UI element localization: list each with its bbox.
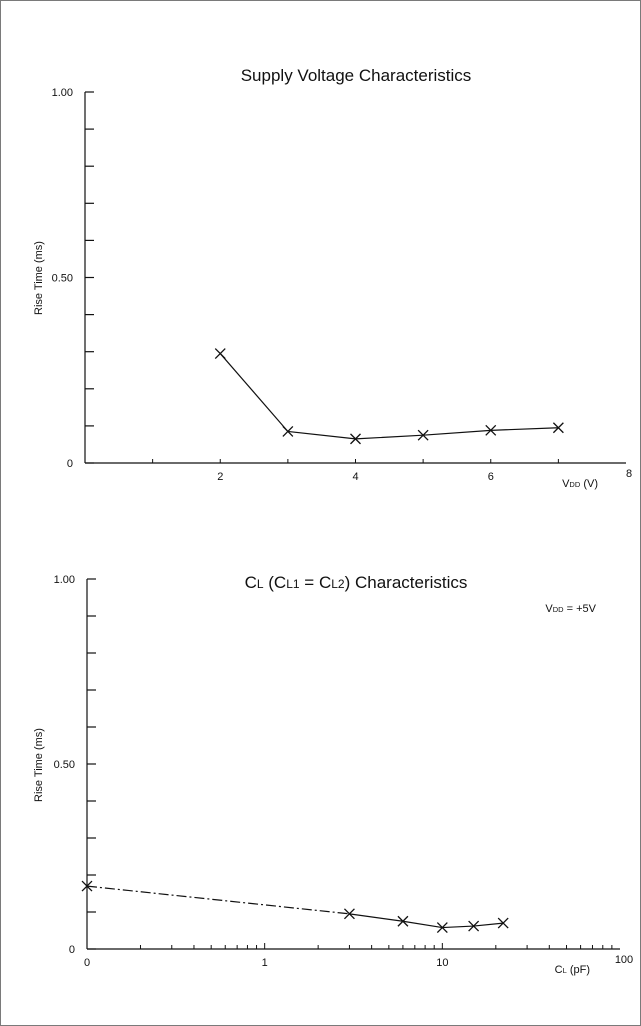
chart1-x-tick-label: 8 xyxy=(626,468,632,480)
chart2-title-pre: C xyxy=(245,573,257,592)
chart2-data-point xyxy=(436,922,448,933)
chart2-annotation: VDD = +5V xyxy=(545,603,596,615)
chart2-title-sub3: L2 xyxy=(331,577,345,591)
chart2-title-mid1: (C xyxy=(264,573,287,592)
chart2-y-tick-label: 0.50 xyxy=(54,759,75,771)
chart2-y-tick-label: 1.00 xyxy=(54,574,75,586)
chart2-x-axis-label: CL (pF) xyxy=(555,964,590,976)
chart1-x-tick-label: 6 xyxy=(488,471,494,483)
chart1-marks xyxy=(214,348,564,445)
chart2-series-line xyxy=(349,913,504,929)
chart2-extrapolated-line xyxy=(86,885,350,915)
chart2-data-point xyxy=(343,908,355,920)
chart2-data-point xyxy=(468,920,480,932)
chart1-data-point xyxy=(552,422,564,434)
chart2-x-tick-label: 1 xyxy=(262,957,268,969)
chart2-x-tick-label: 0 xyxy=(84,957,90,969)
chart1-y-axis-label: Rise Time (ms) xyxy=(33,241,45,315)
chart2-title-sub1: L xyxy=(257,577,264,591)
chart1-data-point xyxy=(282,426,294,437)
chart1-data-point xyxy=(214,348,226,360)
chart1-data-point xyxy=(350,433,361,445)
chart2-y-tick-label: 0 xyxy=(69,944,75,956)
chart1-title: Supply Voltage Characteristics xyxy=(241,66,472,85)
chart2-annotation-rest: = +5V xyxy=(564,603,597,615)
chart1-y-tick-label: 0.50 xyxy=(52,273,73,285)
chart1-y-tick-label: 1.00 xyxy=(52,87,73,99)
chart1-axes: 0 0.50 1.00 2 4 6 8 xyxy=(52,87,632,483)
chart2-title-mid2: = C xyxy=(300,573,332,592)
chart2-annotation-main: V xyxy=(545,603,553,615)
chart1-x-label-main: V xyxy=(562,478,570,490)
chart2-y-axis-label: Rise Time (ms) xyxy=(33,728,45,802)
chart2-axes: 0 0.50 1.00 0 1 10 100 xyxy=(54,574,634,969)
chart2-x-label-main: C xyxy=(555,964,563,976)
chart2-title-post: ) Characteristics xyxy=(345,573,468,592)
chart2-x-tick-label: 10 xyxy=(436,957,448,969)
chart1-x-axis-label: VDD (V) xyxy=(562,478,598,490)
chart1-x-tick-label: 2 xyxy=(217,471,223,483)
chart1-x-label-sub: DD xyxy=(569,480,580,489)
chart2-title: CL (CL1 = CL2) Characteristics xyxy=(245,573,468,592)
chart2-title-sub2: L1 xyxy=(286,577,300,591)
chart2-x-label-unit: (pF) xyxy=(567,964,590,976)
chart2-data-point xyxy=(397,915,409,927)
chart2-marks xyxy=(81,880,509,933)
chart1-x-tick-label: 4 xyxy=(352,471,358,483)
chart2-annotation-sub: DD xyxy=(553,605,564,614)
chart1-data-point xyxy=(485,424,497,436)
chart2-x-label-sub: L xyxy=(563,966,567,975)
chart2-data-point xyxy=(497,917,509,929)
chart1-x-label-unit: (V) xyxy=(580,478,598,490)
chart1-series-line xyxy=(219,353,559,440)
chart1-y-tick-label: 0 xyxy=(67,458,73,470)
chart2-x-tick-label: 100 xyxy=(615,954,633,966)
chart1-data-point xyxy=(417,429,429,441)
chart2-data-point xyxy=(81,880,93,892)
